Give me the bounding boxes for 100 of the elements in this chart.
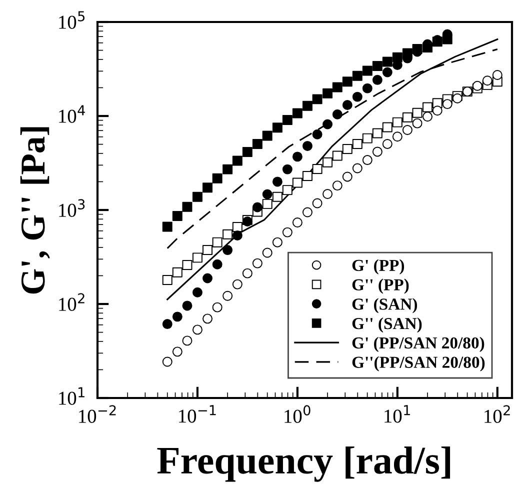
point bbox=[172, 267, 182, 278]
point bbox=[482, 76, 492, 86]
point bbox=[382, 67, 392, 78]
point bbox=[182, 260, 192, 270]
point bbox=[352, 163, 362, 174]
point bbox=[372, 146, 382, 157]
point bbox=[202, 245, 212, 256]
point bbox=[162, 275, 172, 285]
point bbox=[242, 147, 252, 157]
point bbox=[262, 189, 272, 200]
point bbox=[272, 192, 282, 202]
point bbox=[442, 99, 452, 110]
legend-label: G'' (PP) bbox=[352, 278, 409, 294]
point bbox=[182, 202, 192, 212]
point bbox=[192, 287, 202, 298]
point bbox=[292, 178, 302, 188]
point bbox=[182, 300, 192, 311]
point bbox=[162, 356, 172, 367]
point bbox=[222, 164, 233, 174]
point bbox=[172, 312, 182, 322]
point bbox=[232, 222, 242, 232]
point bbox=[372, 128, 382, 138]
point bbox=[202, 273, 212, 284]
point bbox=[302, 100, 312, 111]
point bbox=[232, 156, 242, 166]
point bbox=[262, 248, 272, 258]
point bbox=[332, 150, 342, 161]
point bbox=[192, 192, 202, 202]
point bbox=[252, 202, 262, 212]
legend-label: G' (PP/SAN 20/80) bbox=[352, 336, 484, 352]
point bbox=[382, 56, 392, 67]
point bbox=[392, 117, 402, 128]
point bbox=[432, 106, 442, 116]
y-tick-label: 10$^{1}$ bbox=[59, 387, 84, 405]
point bbox=[262, 130, 272, 141]
point bbox=[282, 164, 292, 174]
point bbox=[422, 112, 432, 122]
point bbox=[212, 302, 222, 312]
point bbox=[312, 94, 322, 104]
point bbox=[222, 229, 233, 240]
point bbox=[282, 115, 292, 126]
point bbox=[212, 259, 222, 270]
point bbox=[272, 122, 282, 133]
point bbox=[212, 173, 222, 184]
x-tick-label: 10$^{−2}$ bbox=[79, 405, 116, 423]
point bbox=[362, 155, 372, 166]
point bbox=[312, 129, 322, 140]
y-tick-label: 10$^{3}$ bbox=[59, 199, 85, 217]
point bbox=[282, 227, 292, 238]
point bbox=[322, 189, 333, 199]
point bbox=[392, 132, 402, 142]
x-tick-label: 10$^{−1}$ bbox=[179, 405, 216, 423]
point bbox=[322, 119, 333, 130]
point bbox=[192, 324, 202, 335]
point bbox=[272, 237, 282, 248]
point bbox=[362, 83, 372, 94]
point bbox=[352, 92, 362, 102]
point bbox=[192, 252, 202, 263]
x-tick-label: 10$^{1}$ bbox=[384, 405, 410, 423]
y-axis-title: G', G'' [Pa] bbox=[20, 127, 50, 294]
point bbox=[232, 230, 242, 240]
point bbox=[172, 346, 182, 357]
point bbox=[302, 140, 312, 151]
point bbox=[382, 138, 392, 149]
point bbox=[372, 61, 382, 72]
point bbox=[262, 198, 272, 209]
point bbox=[342, 76, 352, 87]
point bbox=[172, 211, 182, 221]
point bbox=[402, 124, 412, 135]
point bbox=[292, 218, 302, 228]
point bbox=[372, 74, 382, 85]
point bbox=[292, 152, 302, 162]
point bbox=[252, 258, 262, 268]
point bbox=[402, 112, 412, 122]
point bbox=[322, 157, 333, 168]
point bbox=[342, 100, 352, 110]
legend-label: G''(PP/SAN 20/80) bbox=[352, 356, 485, 372]
point bbox=[332, 180, 342, 191]
point bbox=[422, 102, 432, 112]
x-axis-title: Frequency [rad/s] bbox=[157, 446, 450, 482]
point bbox=[332, 109, 342, 120]
point bbox=[162, 319, 172, 330]
y-tick-label: 10$^{4}$ bbox=[59, 105, 85, 123]
point bbox=[232, 279, 242, 290]
point bbox=[162, 222, 172, 232]
point bbox=[342, 172, 352, 182]
point bbox=[202, 182, 212, 193]
y-tick-label: 10$^{5}$ bbox=[59, 11, 85, 29]
point bbox=[272, 176, 282, 187]
point bbox=[352, 70, 362, 81]
point bbox=[362, 133, 372, 144]
point bbox=[332, 82, 342, 92]
point bbox=[322, 88, 333, 98]
point bbox=[252, 138, 262, 149]
point bbox=[222, 245, 233, 256]
point bbox=[212, 237, 222, 248]
point bbox=[382, 122, 392, 132]
point bbox=[242, 268, 252, 278]
legend-label: G'' (SAN) bbox=[352, 317, 422, 333]
point bbox=[292, 108, 302, 118]
